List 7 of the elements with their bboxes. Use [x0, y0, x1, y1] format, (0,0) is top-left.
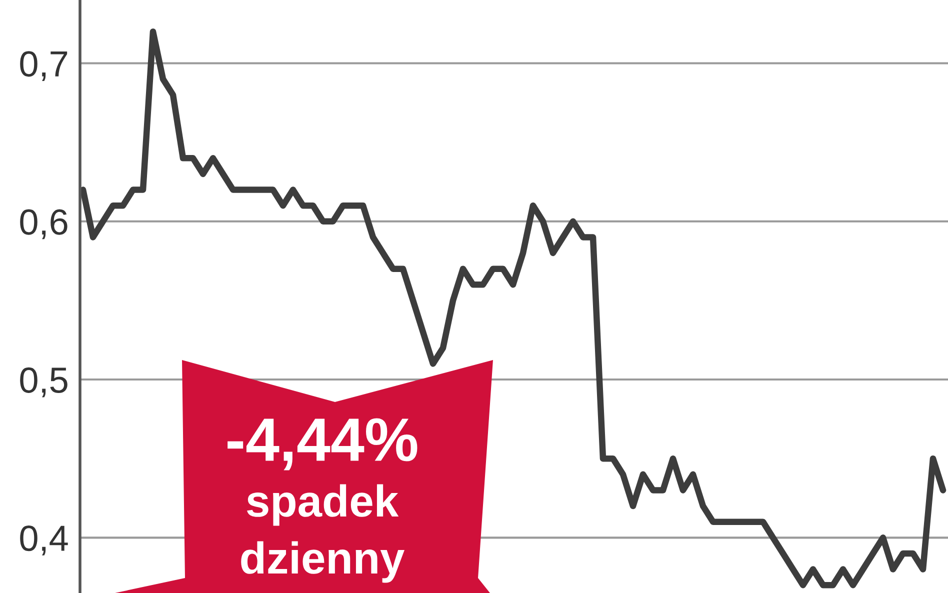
annotation: dzienny	[241, 541, 404, 583]
annotation: spadek	[246, 484, 399, 526]
annotation: -4,44%	[228, 418, 418, 470]
y-tick-label: 0,5	[20, 367, 68, 398]
y-tick-label: 0,4	[20, 526, 68, 556]
y-tick-label: 0,6	[20, 209, 68, 240]
y-tick-label: 0,7	[20, 51, 68, 81]
